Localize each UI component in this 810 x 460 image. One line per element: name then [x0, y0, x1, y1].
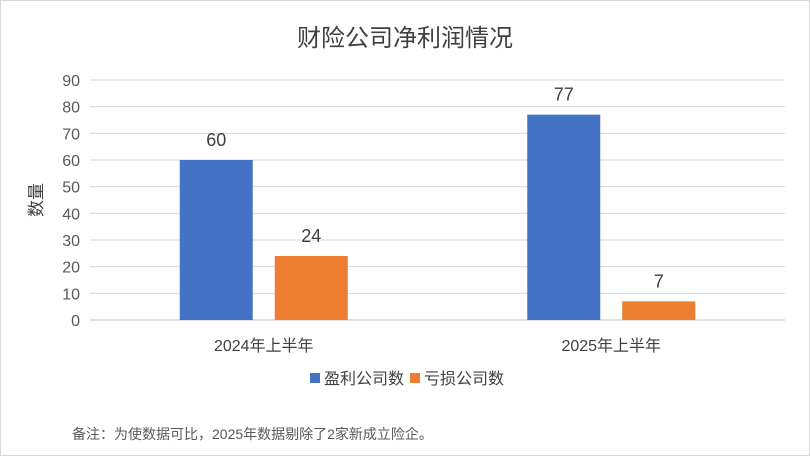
x-tick-label: 2024年上半年: [214, 337, 314, 355]
y-tick-label: 40: [62, 206, 80, 223]
legend-label: 亏损公司数: [424, 370, 504, 388]
data-label: 60: [206, 130, 226, 150]
y-tick-label: 50: [62, 180, 80, 197]
legend-label: 盈利公司数: [324, 370, 404, 388]
y-tick-label: 10: [62, 286, 80, 303]
y-axis-label: 数量: [27, 183, 46, 217]
y-tick-label: 30: [62, 233, 80, 250]
bar-亏损公司数: [622, 301, 696, 320]
y-tick-label: 20: [62, 260, 80, 277]
data-label: 24: [301, 226, 321, 246]
y-tick-label: 90: [62, 73, 80, 90]
data-label: 7: [654, 271, 664, 291]
y-tick-label: 70: [62, 126, 80, 143]
x-tick-label: 2025年上半年: [561, 337, 661, 355]
chart-note: 备注：为使数据可比，2025年数据剔除了2家新成立险企。: [72, 426, 433, 442]
bar-亏损公司数: [274, 256, 348, 320]
chart-title: 财险公司净利润情况: [297, 25, 513, 52]
y-tick-label: 80: [62, 100, 80, 117]
bar-盈利公司数: [527, 114, 601, 321]
y-tick-label: 60: [62, 153, 80, 170]
y-tick-label: 0: [71, 313, 80, 330]
legend-swatch: [410, 373, 421, 383]
bar-盈利公司数: [179, 160, 253, 320]
legend-swatch: [310, 373, 320, 383]
data-label: 77: [554, 85, 574, 105]
